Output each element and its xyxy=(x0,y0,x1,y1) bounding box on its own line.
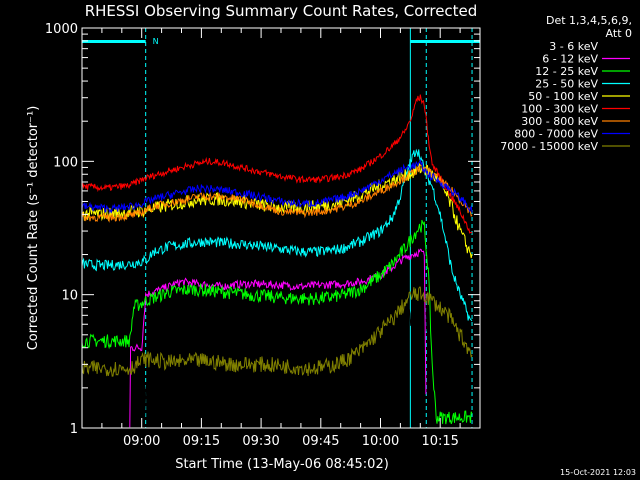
legend-header-line-1: Det 1,3,4,5,6,9, xyxy=(546,14,632,27)
y-tick-label: 10 xyxy=(61,289,78,304)
series-line-300-800-kev xyxy=(81,163,473,223)
chart-title: RHESSI Observing Summary Count Rates, Co… xyxy=(85,2,478,20)
legend-label: 25 - 50 keV xyxy=(535,78,598,91)
legend-label: 100 - 300 keV xyxy=(521,103,598,116)
legend-header-line-2: Att 0 xyxy=(606,27,632,40)
legend-label: 800 - 7000 keV xyxy=(514,128,598,141)
y-tick-label: 1000 xyxy=(45,22,78,37)
x-tick-label: 09:30 xyxy=(242,434,279,449)
y-axis-label: Corrected Count Rate (s⁻¹ detector⁻¹) xyxy=(26,106,41,351)
legend-label: 6 - 12 keV xyxy=(542,53,598,66)
series-line-7000-15000-kev xyxy=(81,286,473,377)
x-tick-label: 10:15 xyxy=(421,434,458,449)
x-tick-label: 09:00 xyxy=(123,434,160,449)
series-line-12-25-kev xyxy=(81,219,473,425)
legend-label: 7000 - 15000 keV xyxy=(500,140,598,153)
y-tick-label: 1 xyxy=(70,422,78,437)
legend-label: 50 - 100 keV xyxy=(528,90,598,103)
x-tick-label: 09:45 xyxy=(302,434,339,449)
legend-label: 300 - 800 keV xyxy=(521,115,598,128)
legend-label: 3 - 6 keV xyxy=(549,40,598,53)
x-axis-label: Start Time (13-May-06 08:45:02) xyxy=(175,457,389,472)
plot-area: N xyxy=(81,28,481,430)
x-axis: 09:00 09:15 09:30 09:45 10:00 10:15 xyxy=(101,28,461,449)
night-flag-label: N xyxy=(153,37,159,46)
y-tick-label: 100 xyxy=(53,155,78,170)
series-line-100-300-kev xyxy=(81,94,473,234)
night-flag-bar xyxy=(82,40,146,43)
legend-label: 12 - 25 keV xyxy=(535,65,598,78)
y-axis: 1 10 100 1000 xyxy=(45,22,480,437)
series-line-25-50-kev xyxy=(81,148,473,322)
series-line-800-7000-kev xyxy=(81,158,473,215)
x-tick-label: 10:00 xyxy=(362,434,399,449)
night-flag-bar xyxy=(410,40,480,43)
series-line-50-100-kev xyxy=(81,163,473,259)
x-tick-label: 09:15 xyxy=(183,434,220,449)
footer-timestamp: 15-Oct-2021 12:03 xyxy=(560,468,636,477)
